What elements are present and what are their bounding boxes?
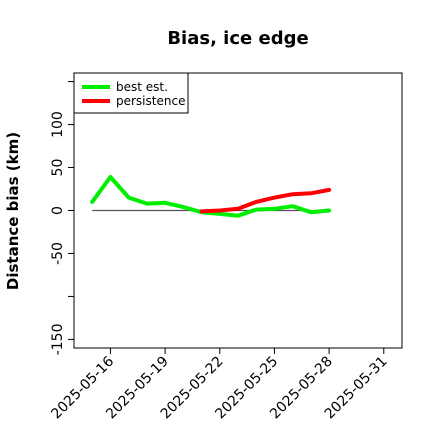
legend: best est.persistence (73, 72, 189, 114)
series-line-persistence (199, 187, 332, 214)
y-axis-label: Distance bias (km) (4, 132, 22, 290)
y-tick-label: 100 (50, 111, 66, 138)
y-tick-label: 0 (50, 206, 66, 215)
plot-area: -150-500501002025-05-162025-05-192025-05… (48, 72, 403, 422)
chart-title: Bias, ice edge (167, 28, 308, 49)
legend-box (73, 72, 189, 114)
series-line-best-est (90, 175, 332, 218)
y-tick-label: -150 (50, 324, 66, 356)
y-tick-label: 50 (50, 159, 66, 177)
y-tick-label: -50 (50, 242, 66, 265)
legend-label: best est. (116, 80, 168, 94)
legend-label: persistence (116, 94, 185, 108)
